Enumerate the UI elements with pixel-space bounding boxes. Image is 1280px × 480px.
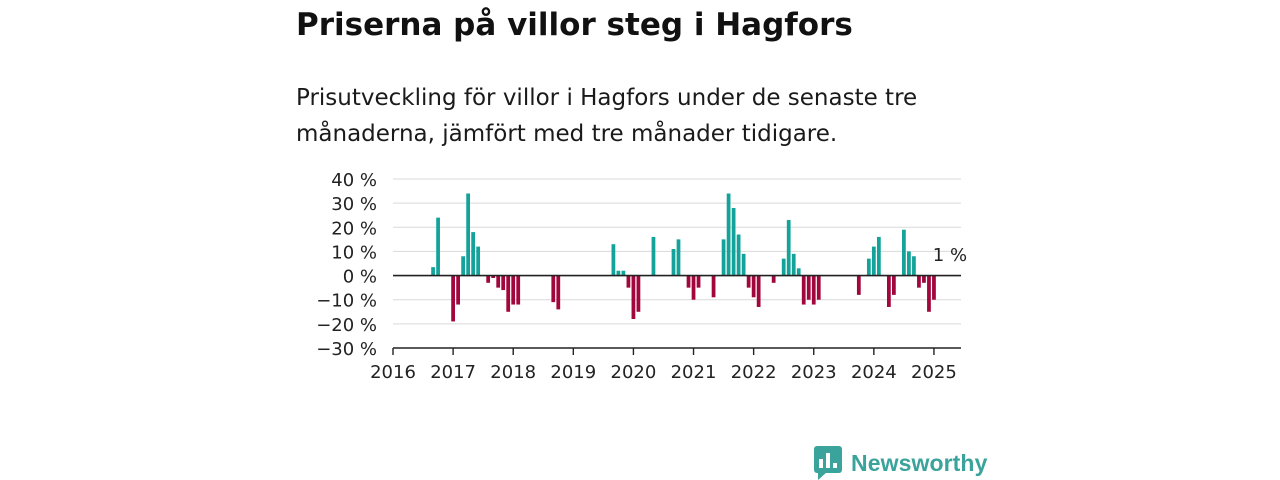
x-tick-label: 2018 (490, 362, 536, 383)
bar-2024-08 (907, 251, 911, 276)
bar-2018-01 (511, 275, 516, 305)
bar-2017-10 (496, 275, 501, 288)
bar-2017-11 (501, 275, 506, 291)
bar-2023-01 (811, 275, 816, 305)
bar-2020-09 (671, 249, 676, 276)
axes (393, 274, 961, 349)
bar-2023-02 (816, 275, 821, 300)
latest-value-annotation: 1 % (933, 245, 967, 266)
bar-2018-02 (516, 275, 521, 305)
bar-2021-10 (736, 234, 741, 276)
bar-2024-09 (912, 256, 916, 276)
bar-2018-09 (551, 275, 556, 303)
bar-2021-12 (746, 275, 751, 288)
x-tick-label: 2019 (550, 362, 596, 383)
bar-2022-07 (781, 258, 786, 276)
bar-2021-09 (731, 207, 736, 276)
bar-2019-10 (616, 270, 621, 276)
bar-2022-08 (786, 220, 791, 276)
y-tick-label: 0 % (343, 267, 377, 288)
bar-2022-11 (801, 275, 806, 305)
bar-2017-04 (466, 193, 471, 276)
bar-2020-10 (676, 239, 681, 276)
bar-2021-08 (726, 193, 731, 276)
bar-2020-01 (631, 275, 636, 320)
x-tick-label: 2022 (731, 362, 777, 383)
bar-2017-06 (476, 246, 481, 276)
bar-2021-05 (711, 275, 716, 298)
newsworthy-logo: Newsworthy (814, 446, 987, 480)
bar-2022-12 (806, 275, 811, 300)
y-tick-label: 20 % (331, 218, 377, 239)
bar-2017-08 (486, 275, 491, 283)
bar-2021-11 (741, 253, 746, 276)
bar-2023-10 (856, 275, 861, 295)
bar-2017-03 (461, 256, 466, 276)
bar-2017-02 (456, 275, 460, 305)
y-tick-label: 30 % (331, 194, 377, 215)
bar-2018-10 (556, 275, 561, 310)
bar-2024-05 (892, 275, 896, 295)
bar-2021-01 (691, 275, 696, 300)
bar-2021-02 (696, 275, 701, 288)
bar-2025-01 (932, 275, 936, 300)
bar-2024-02 (876, 236, 881, 276)
bar-2023-12 (866, 258, 871, 276)
chart-title: Priserna på villor steg i Hagfors (296, 7, 853, 43)
bar-2020-05 (651, 236, 656, 276)
annotations: 1 % (933, 245, 967, 266)
bar-2024-10 (917, 275, 921, 288)
bar-2022-01 (751, 275, 756, 298)
bar-2017-12 (506, 275, 511, 312)
y-tick-label: −20 % (316, 315, 377, 336)
x-tick-label: 2024 (851, 362, 897, 383)
bar-2019-12 (626, 275, 631, 288)
bar-2016-09 (431, 267, 435, 276)
x-tick-label: 2025 (911, 362, 957, 383)
x-tick-label: 2021 (671, 362, 717, 383)
bar-2017-09 (491, 275, 496, 278)
bar-2024-12 (927, 275, 931, 312)
bar-2024-11 (922, 275, 926, 283)
y-tick-label: −30 % (316, 339, 377, 360)
bar-2022-05 (771, 275, 776, 283)
newsworthy-chart-bubble-icon (814, 446, 842, 480)
y-axis-ticks: 40 % 30 % 20 % 10 % 0 % −10 % −20 % −30 % (316, 170, 377, 360)
y-tick-label: −10 % (316, 291, 377, 312)
bar-2022-02 (756, 275, 761, 307)
bar-2024-07 (902, 229, 906, 276)
y-tick-label: 10 % (331, 242, 377, 263)
bars (431, 193, 936, 322)
y-tick-label: 40 % (331, 170, 377, 191)
bar-2017-05 (471, 232, 476, 276)
bar-2022-09 (791, 253, 796, 276)
x-tick-label: 2016 (370, 362, 416, 383)
bar-2020-02 (636, 275, 641, 312)
bar-2019-11 (621, 270, 626, 276)
bar-2019-09 (611, 244, 616, 276)
x-axis-ticks: 2016 2017 2018 2019 2020 2021 2022 2023 2024 2025 (370, 348, 957, 383)
x-tick-label: 2017 (430, 362, 476, 383)
brand-name: Newsworthy (851, 449, 988, 476)
chart-subtitle: Prisutveckling för villor i Hagfors unde… (296, 85, 918, 147)
x-tick-label: 2023 (791, 362, 837, 383)
bar-2024-04 (886, 275, 891, 307)
bar-2016-10 (436, 217, 440, 276)
bar-2024-01 (871, 246, 876, 276)
bar-2020-12 (686, 275, 691, 288)
x-tick-label: 2020 (611, 362, 657, 383)
bar-2021-07 (721, 239, 726, 276)
bar-2017-01 (451, 275, 455, 322)
bar-2022-10 (796, 268, 801, 276)
